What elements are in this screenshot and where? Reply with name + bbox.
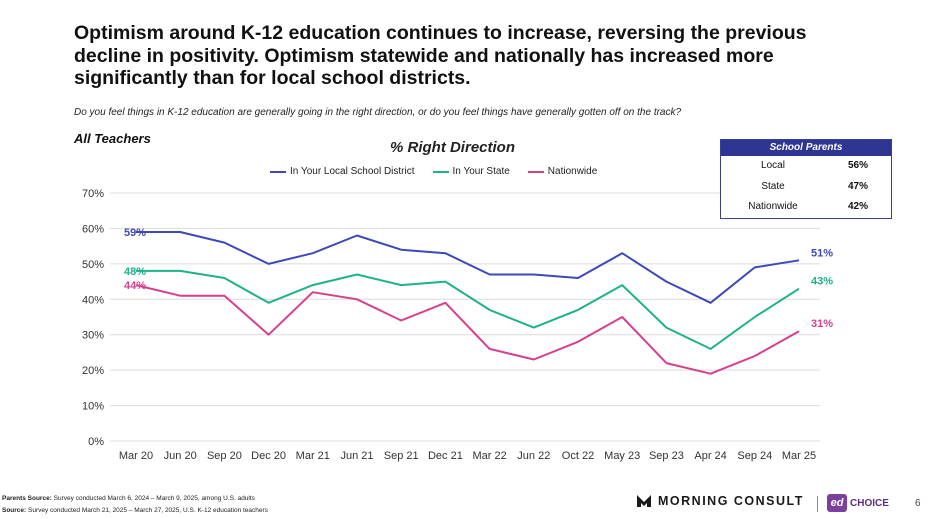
legend-item-state: In Your State [432,166,510,177]
school-parents-title: School Parents [721,140,891,156]
legend-swatch-nationwide [527,170,544,173]
legend-label-state: In Your State [452,166,510,177]
x-tick-label: Sep 21 [384,450,419,462]
row-value-nationwide: 42% [847,201,868,212]
y-tick-label: 20% [82,365,104,377]
series-start-label: 44% [124,280,146,292]
y-tick-label: 60% [82,223,104,235]
y-tick-label: 40% [82,294,104,306]
x-tick-label: Mar 25 [782,450,816,462]
x-tick-label: Apr 24 [694,450,726,462]
table-row: State 47% [721,177,891,198]
teachers-source-note: Source: Survey conducted March 21, 2025 … [2,505,268,517]
row-label-local: Local [761,160,785,171]
legend-swatch-state [432,170,449,173]
chart-title: % Right Direction [389,139,515,156]
series-line [136,269,800,350]
series-line [135,284,800,375]
parents-source-label: Parents Source: [2,495,52,502]
row-value-state: 47% [847,180,868,192]
x-tick-label: Mar 21 [296,450,330,462]
footnotes: Parents Source: Survey conducted March 6… [2,493,268,517]
y-tick-label: 0% [88,436,104,448]
series-end-label: 31% [811,318,833,330]
table-row: Local 56% [721,156,891,177]
series-start-label: 59% [124,227,146,239]
morning-consult-mark-icon [637,495,651,507]
series-end-label: 51% [811,247,833,259]
table-row: Nationwide 42% [721,197,891,218]
chart-legend: In Your Local School District In Your St… [270,166,650,177]
legend-label-local: In Your Local School District [290,166,415,177]
x-tick-label: Mar 20 [119,450,153,462]
legend-item-local: In Your Local School District [270,166,415,177]
legend-label-nationwide: Nationwide [547,166,598,177]
morning-consult-logo: MORNING CONSULT [636,494,804,508]
segment-label: All Teachers [74,131,151,146]
teachers-source-text: Survey conducted March 21, 2025 – March … [26,507,268,514]
parents-source-text: Survey conducted March 6, 2024 – March 9… [51,495,255,502]
x-tick-label: Dec 21 [428,450,463,462]
row-label-state: State [761,180,785,192]
y-tick-label: 30% [82,330,104,342]
edchoice-logo: ed CHOICE [827,494,889,512]
teachers-source-label: Source: [2,507,27,514]
y-tick-label: 70% [82,188,104,200]
y-tick-label: 10% [82,401,104,413]
x-tick-label: Dec 20 [251,450,286,462]
x-tick-label: Sep 24 [737,450,772,462]
legend-swatch-local [270,170,286,173]
series-start-label: 48% [124,266,146,278]
x-tick-label: Sep 20 [207,450,242,462]
edchoice-wordmark: CHOICE [850,497,889,509]
school-parents-table: School Parents Local 56% State 47% Natio… [720,139,892,219]
x-tick-label: Jun 20 [164,450,197,462]
legend-item-nationwide: Nationwide [527,166,598,177]
x-tick-label: Sep 23 [649,450,684,462]
morning-consult-wordmark: MORNING CONSULT [658,494,804,508]
series-end-label: 43% [811,276,833,288]
x-tick-label: Mar 22 [472,450,506,462]
x-tick-label: May 23 [604,450,640,462]
row-value-local: 56% [847,160,868,171]
x-tick-label: Oct 22 [562,450,594,462]
logo-divider [817,496,818,512]
y-tick-label: 50% [82,259,104,271]
x-tick-label: Jun 22 [517,450,550,462]
survey-question: Do you feel things in K-12 education are… [74,107,682,118]
parents-source-note: Parents Source: Survey conducted March 6… [2,493,268,505]
page-number: 6 [915,498,921,509]
series-line [136,231,800,304]
page-headline: Optimism around K-12 education continues… [74,22,807,89]
edchoice-mark-icon: ed [827,494,847,512]
x-tick-label: Jun 21 [340,450,373,462]
row-label-nationwide: Nationwide [748,201,798,212]
